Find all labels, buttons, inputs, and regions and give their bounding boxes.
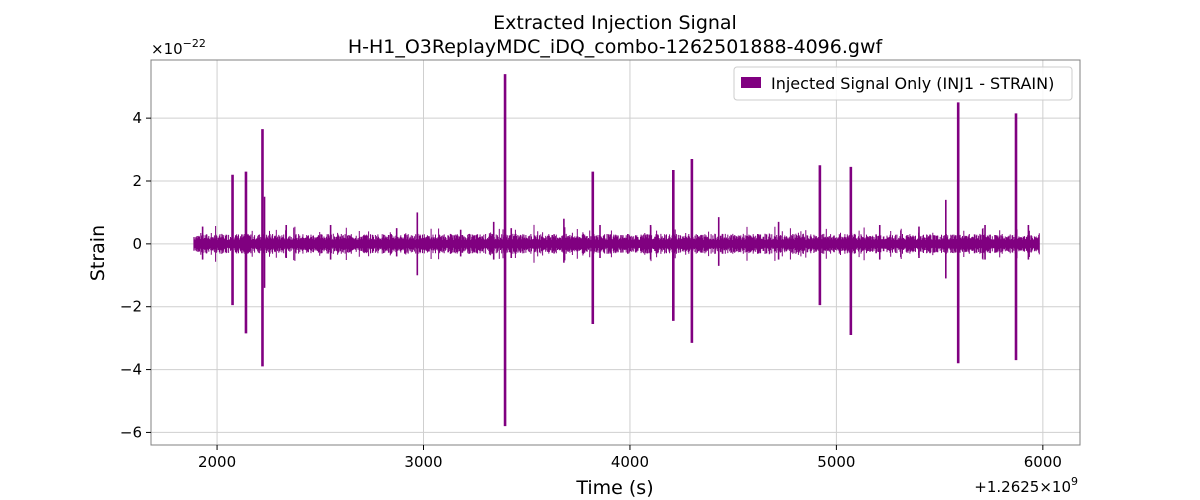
y-axis-ticks: −6 −4 −2 0 2 4: [120, 109, 151, 441]
legend-label: Injected Signal Only (INJ1 - STRAIN): [771, 74, 1054, 93]
x-axis-label: Time (s): [575, 477, 653, 499]
chart-subtitle: H-H1_O3ReplayMDC_iDQ_combo-1262501888-40…: [348, 36, 884, 58]
y-tick-label: −4: [120, 361, 142, 379]
x-tick-label: 2000: [198, 453, 236, 471]
plot-area: [193, 74, 1040, 427]
chart-title: Extracted Injection Signal: [493, 12, 737, 34]
y-tick-label: 4: [132, 109, 142, 127]
y-scale-base: ×10: [151, 40, 183, 58]
x-tick-label: 5000: [817, 453, 855, 471]
y-tick-label: 2: [132, 172, 142, 190]
x-tick-label: 4000: [611, 453, 649, 471]
x-axis-ticks: 2000 3000 4000 5000 6000: [198, 445, 1062, 471]
x-offset-base: +1.2625×10: [974, 478, 1071, 496]
y-tick-label: −6: [120, 423, 142, 441]
legend-swatch: [741, 77, 761, 88]
legend-box: [733, 66, 1073, 101]
x-tick-label: 3000: [404, 453, 442, 471]
y-tick-label: −2: [120, 298, 142, 316]
y-scale-factor: ×10−22: [151, 37, 206, 58]
y-axis-label: Strain: [87, 225, 109, 281]
y-tick-label: 0: [132, 235, 142, 253]
axes-frame: [150, 59, 1081, 446]
x-tick-label: 6000: [1024, 453, 1062, 471]
legend: Injected Signal Only (INJ1 - STRAIN): [733, 66, 1073, 101]
y-scale-exponent: −22: [183, 37, 206, 50]
x-offset-exponent: 9: [1071, 475, 1078, 488]
x-offset-label: +1.2625×109: [974, 475, 1078, 496]
